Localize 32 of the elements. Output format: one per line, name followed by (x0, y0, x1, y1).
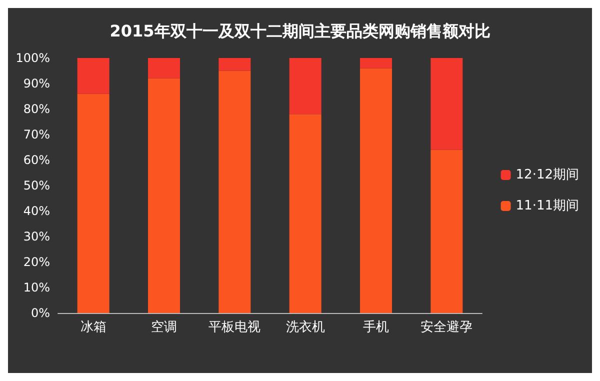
y-tick-label: 20% (23, 255, 50, 269)
bar (218, 70, 251, 313)
y-tick-label: 100% (16, 51, 50, 65)
x-tick-label: 冰箱 (80, 320, 106, 335)
bar (77, 94, 110, 313)
bar (289, 114, 322, 313)
y-tick-label: 0% (30, 306, 50, 320)
bar (148, 58, 180, 78)
bar (77, 58, 110, 94)
y-tick-label: 50% (23, 178, 50, 192)
x-tick-label: 空调 (151, 320, 177, 335)
y-tick-label: 90% (23, 76, 50, 90)
y-tick-label: 60% (23, 153, 50, 167)
bar (360, 58, 392, 68)
y-tick-label: 80% (23, 102, 50, 116)
bar (289, 58, 322, 114)
x-tick-label: 平板电视 (208, 320, 261, 335)
bar (218, 58, 251, 71)
bar (360, 68, 392, 313)
legend-label: 11·11期间 (516, 198, 579, 214)
x-tick-label: 安全避孕 (420, 319, 473, 335)
x-tick-label: 洗衣机 (286, 320, 325, 335)
y-tick-label: 10% (23, 280, 50, 294)
bar (148, 78, 180, 313)
bar (430, 58, 463, 150)
chart-title: 2015年双十一及双十二期间主要品类网购销售额对比 (110, 22, 490, 40)
bar (430, 150, 463, 313)
legend-label: 12·12期间 (516, 168, 579, 182)
y-tick-label: 30% (23, 230, 50, 244)
y-tick-label: 40% (23, 204, 50, 218)
x-tick-label: 手机 (363, 320, 389, 335)
y-tick-label: 70% (23, 128, 50, 142)
